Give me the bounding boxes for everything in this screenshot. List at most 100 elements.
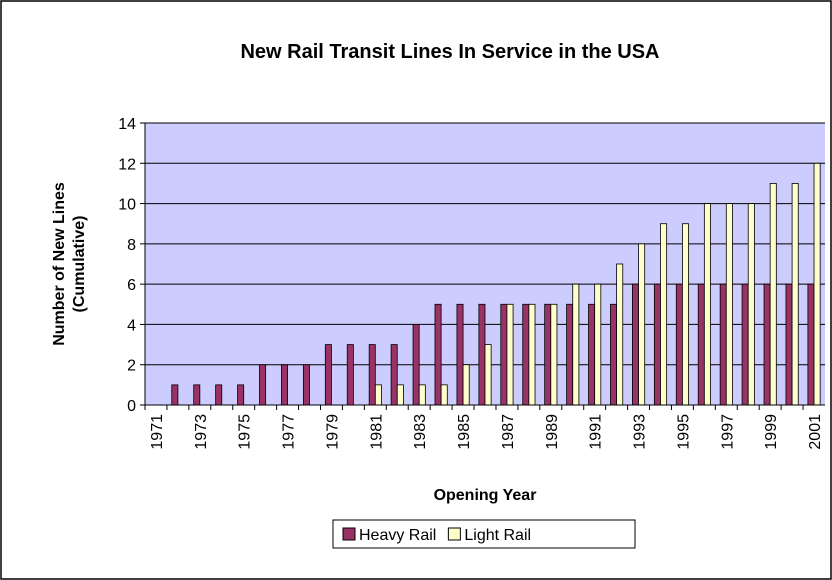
- bar: [390, 344, 398, 406]
- bar: [550, 303, 558, 406]
- legend-swatch: [342, 527, 356, 541]
- bar: [193, 384, 201, 406]
- bar: [725, 203, 733, 406]
- bar: [171, 384, 179, 406]
- bar: [215, 384, 223, 406]
- bar: [418, 384, 426, 406]
- bar: [747, 203, 755, 406]
- bar: [368, 344, 376, 406]
- bar: [412, 324, 420, 406]
- bar: [434, 303, 442, 406]
- bar: [506, 303, 514, 406]
- x-tick-label: 1977: [281, 414, 298, 450]
- bar: [500, 303, 508, 406]
- bar: [374, 384, 382, 406]
- legend-label: Heavy Rail: [359, 527, 436, 544]
- bar: [462, 364, 470, 406]
- bar: [528, 303, 536, 406]
- legend-frame: [332, 519, 636, 549]
- bar: [324, 344, 332, 406]
- chart-title: New Rail Transit Lines In Service in the…: [240, 41, 659, 63]
- y-tick-label: 8: [127, 237, 136, 254]
- y-tick-label: 12: [118, 156, 136, 173]
- bar: [813, 162, 821, 406]
- x-tick-label-group: 1979: [324, 414, 341, 450]
- bar: [653, 283, 661, 406]
- x-tick-label: 1987: [500, 414, 517, 450]
- bar: [632, 283, 639, 406]
- x-tick-label: 1993: [632, 414, 649, 450]
- x-tick-label-group: 1991: [588, 414, 605, 450]
- bar: [259, 364, 267, 406]
- x-tick-label: 2001: [807, 414, 824, 450]
- y-tick-label: 2: [127, 358, 136, 375]
- bar: [396, 384, 404, 406]
- bar: [682, 223, 689, 406]
- x-tick-label-group: 1995: [675, 414, 692, 450]
- bar: [697, 283, 705, 406]
- x-tick-label-group: 1981: [368, 414, 385, 450]
- x-tick-label: 1985: [456, 414, 473, 450]
- x-tick-label-group: 1999: [763, 414, 780, 450]
- x-tick-label-group: 1993: [632, 414, 649, 450]
- x-tick-label-group: 1989: [544, 414, 561, 450]
- y-tick-label: 6: [127, 277, 136, 294]
- x-axis-label: Opening Year: [434, 487, 537, 504]
- y-tick-label: 0: [127, 398, 136, 415]
- y-axis-label: Number of New Lines (Cumulative): [51, 182, 88, 346]
- x-tick-label-group: 1983: [412, 414, 429, 450]
- bar: [346, 344, 354, 406]
- bar: [478, 303, 486, 406]
- x-tick-label: 1971: [149, 414, 166, 450]
- bar: [572, 283, 580, 406]
- x-tick-label-group: 2001: [807, 414, 824, 450]
- bar: [237, 384, 245, 406]
- bar: [769, 183, 777, 406]
- bar: [675, 283, 683, 406]
- y-tick-label: 14: [118, 116, 136, 133]
- bar: [791, 183, 799, 406]
- x-tick-label: 1973: [193, 414, 210, 450]
- x-tick-label: 1981: [368, 414, 385, 450]
- bar: [616, 263, 624, 406]
- x-tick-label: 1991: [588, 414, 605, 450]
- x-tick-label: 1979: [324, 414, 341, 450]
- bar: [544, 303, 552, 406]
- x-tick-label: 1989: [544, 414, 561, 450]
- bar: [807, 283, 815, 406]
- bar: [456, 303, 464, 406]
- bar: [719, 283, 727, 406]
- legend: Heavy Rail Light Rail: [332, 519, 636, 549]
- x-tick-label: 1975: [237, 414, 254, 450]
- legend-swatch: [447, 527, 461, 541]
- x-tick-label-group: 1987: [500, 414, 517, 450]
- bar: [610, 303, 618, 406]
- bar: [741, 283, 749, 406]
- legend-label: Light Rail: [464, 527, 531, 544]
- bar: [522, 303, 530, 406]
- y-axis-label-line: Number of New Lines: [51, 182, 68, 346]
- bar: [484, 344, 492, 406]
- x-tick-label: 1983: [412, 414, 429, 450]
- y-tick-label: 10: [118, 197, 136, 214]
- bar: [660, 223, 668, 406]
- x-tick-label: 1997: [719, 414, 736, 450]
- x-tick-label-group: 1997: [719, 414, 736, 450]
- x-tick-label-group: 1971: [149, 414, 166, 450]
- bar: [566, 303, 574, 406]
- x-tick-label-group: 1975: [237, 414, 254, 450]
- bar: [594, 283, 602, 406]
- bar: [785, 283, 793, 406]
- bar: [763, 283, 771, 406]
- x-tick-label-group: 1973: [193, 414, 210, 450]
- bar: [302, 364, 310, 406]
- x-tick-label: 1999: [763, 414, 780, 450]
- x-tick-label: 1995: [675, 414, 692, 450]
- x-tick-label-group: 1985: [456, 414, 473, 450]
- y-tick-label: 4: [127, 317, 136, 334]
- bar: [440, 384, 448, 406]
- bar: [638, 243, 646, 406]
- bar: [588, 303, 596, 406]
- bar: [281, 364, 288, 406]
